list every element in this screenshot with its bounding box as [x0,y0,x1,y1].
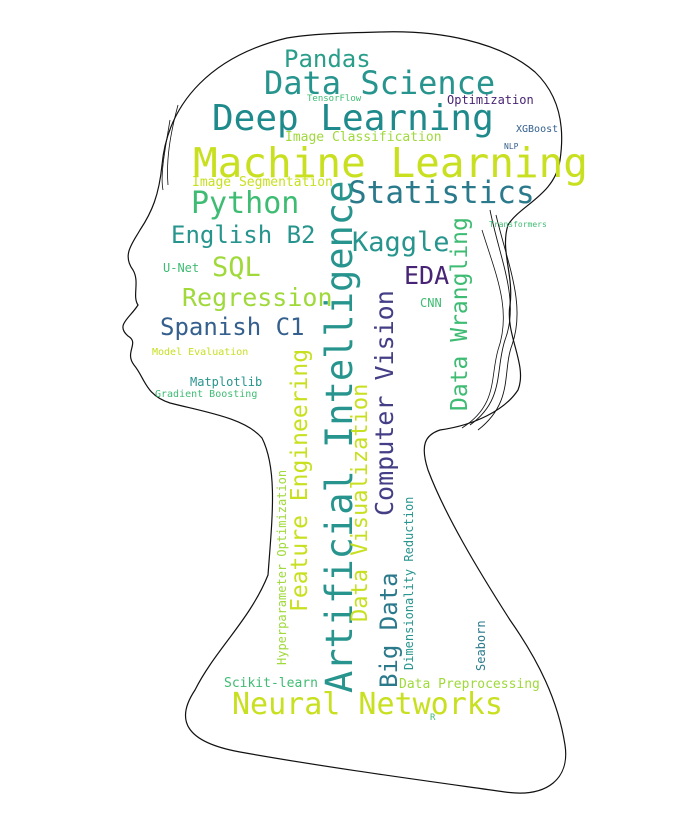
word-gradient-boosting: Gradient Boosting [155,389,258,400]
word-dimensionality-reduction: Dimensionality Reduction [402,496,416,670]
word-transformers: Transformers [489,220,547,229]
word-image-segmentation: Image Segmentation [192,175,333,190]
word-matplotlib: Matplotlib [190,375,263,389]
word-xgboost: XGBoost [516,124,559,135]
word-spanish-c1: Spanish C1 [160,313,305,341]
word-deep-learning: Deep Learning [212,98,494,139]
word-statistics: Statistics [348,175,535,211]
word-kaggle: Kaggle [352,227,450,258]
word-r: R [430,713,436,723]
word-image-classification: Image Classification [285,130,442,145]
word-unet: U-Net [163,261,200,275]
word-regression: Regression [182,283,333,312]
word-model-evaluation: Model Evaluation [152,347,249,358]
word-sql: SQL [212,252,261,283]
word-hyperparameter-optimization: Hyperparameter Optimization [275,469,289,665]
word-data-preprocessing: Data Preprocessing [399,677,540,692]
word-big-data: Big Data [375,572,403,688]
word-seaborn: Seaborn [474,620,488,671]
word-data-science: Data Science [264,64,496,102]
word-neural-networks: Neural Networks [232,687,503,722]
word-tensorflow: TensorFlow [307,94,362,104]
word-computer-vision: Computer Vision [370,290,399,516]
word-cnn: CNN [420,296,442,310]
word-data-wrangling: Data Wrangling [447,217,473,411]
word-optimization: Optimization [447,93,534,107]
word-nlp: NLP [504,142,519,151]
word-feature-engineering: Feature Engineering [287,348,313,612]
word-machine-learning: Machine Learning [193,139,588,187]
word-scikit-learn: Scikit-learn [224,676,318,691]
word-english-b2: English B2 [171,221,316,249]
word-data-visualization: Data Visualization [348,383,373,622]
word-eda: EDA [404,261,450,290]
word-python: Python [191,186,300,221]
word-pandas: Pandas [284,45,371,73]
